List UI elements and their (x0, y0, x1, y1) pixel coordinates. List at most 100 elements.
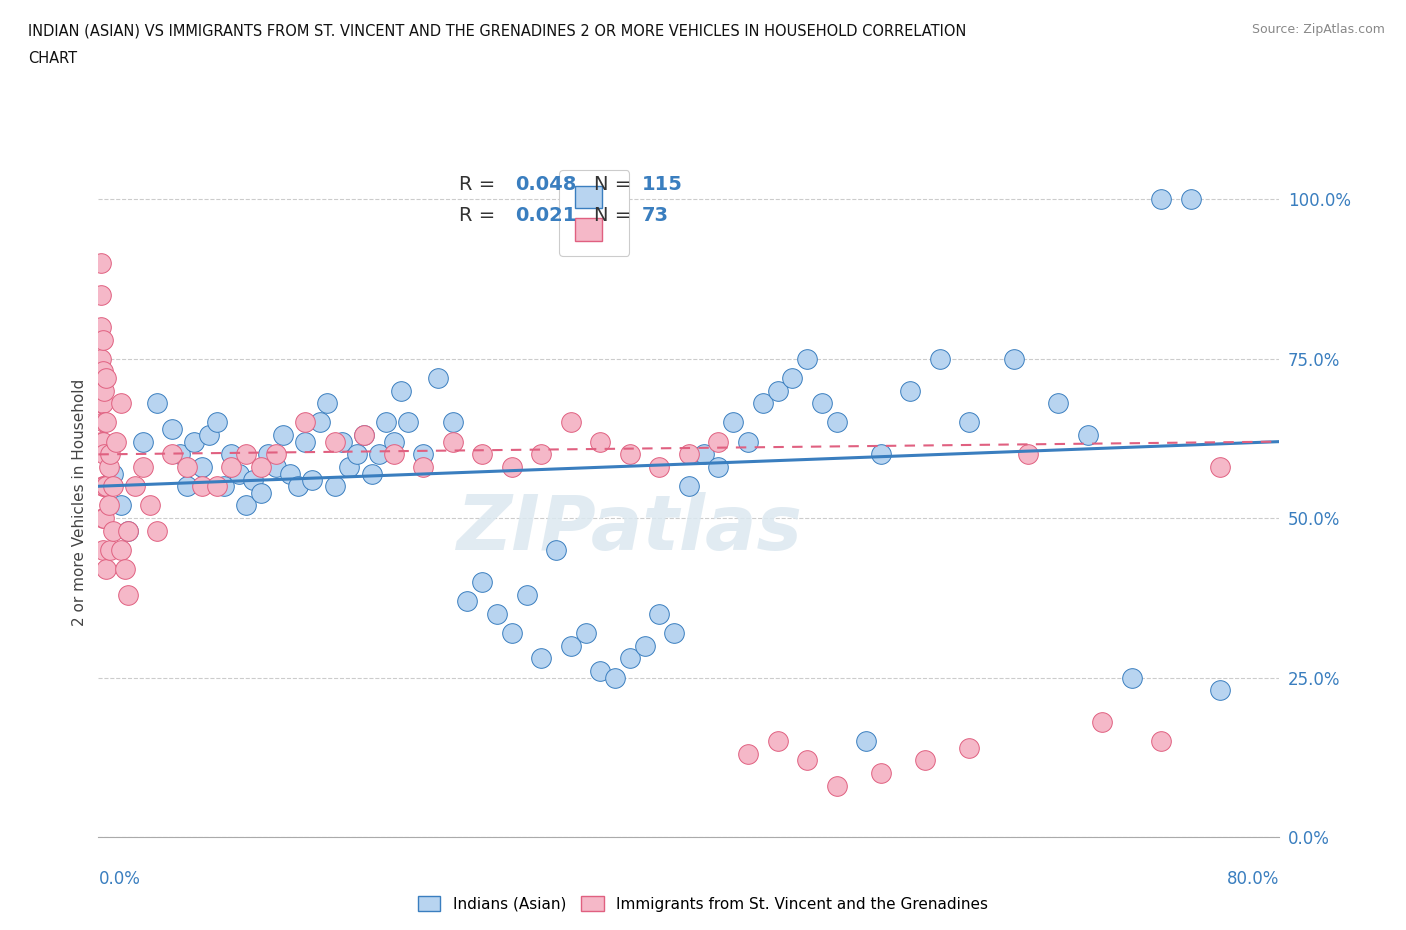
Point (198, 428, 221, 443)
Point (869, 765, 891, 780)
Y-axis label: 2 or more Vehicles in Household: 2 or more Vehicles in Household (72, 379, 87, 626)
Point (235, 447, 257, 462)
Point (959, 740, 981, 755)
Point (1209, 459, 1232, 474)
Point (162, 447, 183, 462)
Text: 73: 73 (641, 206, 669, 225)
Point (250, 459, 273, 474)
Point (139, 498, 162, 512)
Point (1150, 192, 1173, 206)
Point (162, 421, 183, 436)
Point (441, 434, 464, 449)
Point (117, 524, 139, 538)
Point (530, 447, 553, 462)
Point (382, 434, 405, 449)
Point (1091, 715, 1114, 730)
Point (146, 396, 169, 411)
Text: N =: N = (595, 206, 638, 225)
Point (412, 447, 434, 462)
Point (91, 364, 114, 379)
Point (91, 434, 114, 449)
Point (751, 396, 773, 411)
Text: CHART: CHART (28, 51, 77, 66)
Point (90, 287, 112, 302)
Point (516, 587, 538, 602)
Text: 0.0%: 0.0% (98, 870, 141, 887)
Point (94, 562, 117, 577)
Point (825, 778, 848, 793)
Point (235, 498, 257, 512)
Point (389, 383, 412, 398)
Point (323, 479, 346, 494)
Point (278, 466, 302, 481)
Point (375, 415, 398, 430)
Legend: Indians (Asian), Immigrants from St. Vincent and the Grenadines: Indians (Asian), Immigrants from St. Vin… (412, 889, 994, 918)
Point (396, 415, 419, 430)
Point (103, 479, 125, 494)
Point (782, 370, 804, 385)
Point (330, 434, 353, 449)
Point (574, 626, 596, 641)
Text: 0.021: 0.021 (516, 206, 576, 225)
Point (97, 459, 120, 474)
Point (810, 396, 832, 411)
Point (93, 415, 115, 430)
Point (693, 447, 716, 462)
Point (530, 651, 553, 666)
Point (766, 383, 789, 398)
Point (959, 415, 981, 430)
Text: ZIPatlas: ZIPatlas (457, 492, 803, 566)
Point (707, 459, 730, 474)
Point (90, 256, 112, 271)
Point (250, 485, 273, 500)
Point (91, 396, 114, 411)
Point (323, 434, 346, 449)
Point (176, 459, 198, 474)
Point (132, 434, 155, 449)
Point (796, 352, 818, 366)
Text: 115: 115 (641, 175, 682, 193)
Point (110, 498, 132, 512)
Point (219, 459, 243, 474)
Point (337, 459, 360, 474)
Point (309, 415, 332, 430)
Point (648, 606, 671, 621)
Point (633, 638, 655, 653)
Point (382, 447, 405, 462)
Point (294, 415, 316, 430)
Point (1077, 428, 1099, 443)
Point (219, 447, 243, 462)
Point (90, 352, 112, 366)
Point (316, 396, 339, 411)
Point (93, 479, 115, 494)
Point (132, 459, 155, 474)
Point (93, 383, 115, 398)
Text: 0.048: 0.048 (516, 175, 576, 193)
Point (91, 332, 114, 347)
Point (146, 524, 169, 538)
Point (796, 753, 818, 768)
Point (301, 472, 323, 487)
Point (353, 428, 375, 443)
Point (264, 459, 287, 474)
Point (501, 459, 523, 474)
Point (766, 734, 789, 749)
Point (1002, 352, 1025, 366)
Point (110, 542, 132, 557)
Point (589, 664, 612, 679)
Text: R =: R = (458, 206, 501, 225)
Point (264, 447, 287, 462)
Point (825, 415, 848, 430)
Point (98, 447, 121, 462)
Point (360, 466, 382, 481)
Point (117, 524, 139, 538)
Point (678, 447, 700, 462)
Point (1017, 447, 1039, 462)
Point (900, 383, 922, 398)
Point (91, 479, 114, 494)
Point (287, 479, 309, 494)
Point (117, 587, 139, 602)
Point (191, 479, 214, 494)
Point (664, 626, 686, 641)
Point (176, 479, 198, 494)
